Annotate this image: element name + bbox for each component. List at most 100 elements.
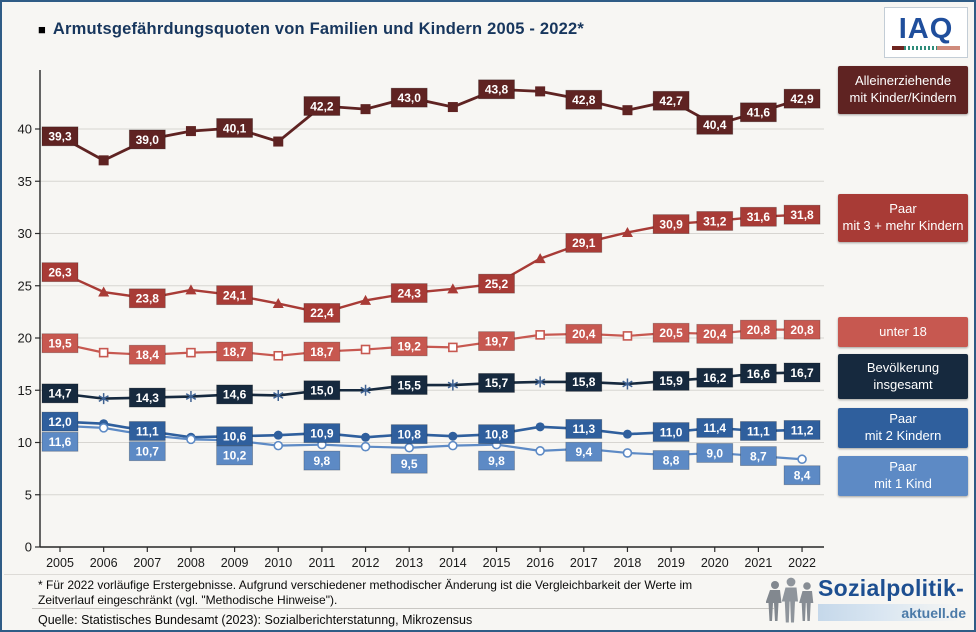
data-label-box (783, 204, 821, 225)
data-label-box (216, 341, 254, 362)
data-label-box (740, 421, 777, 441)
series-alleinerziehende (55, 84, 808, 166)
data-label-box (652, 322, 690, 343)
legend-label: Bevölkerung (866, 359, 940, 375)
data-label-box (652, 450, 690, 470)
data-label-box (478, 373, 515, 393)
series-labels-paar-2-kinder: 12,0 11,1 10,6 10,9 10,8 10,8 11,3 11,0 11,4 11,1… (41, 411, 821, 447)
series-unter-18 (55, 324, 807, 361)
data-label: 42,7 (659, 94, 683, 108)
data-label-box (478, 273, 515, 294)
data-label-box (740, 363, 777, 384)
data-label-box (783, 88, 821, 109)
data-label: 20,8 (790, 323, 814, 337)
data-label-box (652, 214, 690, 234)
data-label: 16,7 (790, 366, 814, 380)
x-tick-label: 2007 (133, 556, 161, 570)
data-label: 31,2 (703, 214, 727, 228)
data-label: 11,3 (572, 422, 595, 436)
data-point-marker (360, 104, 371, 115)
data-label: 9,8 (314, 454, 331, 468)
data-label-box (41, 333, 79, 354)
data-label: 42,8 (572, 93, 596, 107)
data-label: 19,5 (48, 337, 72, 351)
data-label-box (128, 288, 166, 309)
data-label-box (128, 129, 166, 150)
data-label-box (216, 285, 254, 306)
data-label: 31,6 (747, 210, 771, 224)
data-label-box (565, 371, 603, 392)
data-point-marker (98, 347, 109, 358)
header: ■ Armutsgefährdungsquoten von Familien u… (38, 20, 584, 39)
data-label: 11,4 (703, 421, 726, 435)
brand-strip: aktuell.de (818, 604, 968, 621)
data-point-marker (404, 442, 415, 453)
legend-label: mit Kinder/Kindern (849, 90, 957, 105)
data-label-box (740, 102, 777, 123)
data-label-box (128, 387, 166, 408)
data-label-box (41, 383, 79, 404)
data-label-box (303, 423, 341, 443)
series-line-unter-18 (59, 328, 803, 357)
legend-paar-3-mehr-kinder: Paar mit 3 + mehr Kindern (838, 194, 968, 242)
data-label: 40,1 (223, 121, 247, 135)
legend-paar-2-kinder: Paar mit 2 Kindern (838, 408, 968, 448)
legend-label: mit 1 Kind (874, 476, 932, 491)
data-label-box (478, 424, 515, 445)
x-tick-label: 2008 (177, 556, 205, 570)
data-label: 24,1 (223, 288, 247, 302)
data-label-box (41, 126, 79, 147)
y-tick-label: 30 (18, 226, 32, 241)
data-label: 24,3 (398, 286, 422, 300)
data-label: 29,1 (572, 236, 596, 250)
y-tick-label: 15 (18, 383, 32, 398)
data-label-box (696, 114, 734, 135)
x-tick-label: 2015 (483, 556, 511, 570)
legend-label: insgesamt (873, 376, 933, 392)
x-tick-label: 2019 (657, 556, 685, 570)
iaq-logo-text: IAQ (898, 12, 954, 45)
y-tick-label: 20 (18, 331, 32, 346)
data-point-marker (360, 294, 372, 305)
series-paar-3-mehr-kinder (54, 209, 808, 318)
data-label-box (478, 331, 515, 352)
data-label-box (390, 87, 428, 108)
data-label: 8,4 (794, 469, 811, 483)
legend-unter-18: unter 18 (838, 317, 968, 347)
series-labels-paar-3-mehr-kinder: 26,3 23,8 24,1 22,4 24,3 25,2 29,1 30,9 31,2 31,6… (41, 204, 821, 323)
data-label: 30,9 (659, 217, 683, 231)
legend-label: Paar (889, 411, 917, 427)
data-label: 10,6 (223, 430, 247, 444)
data-label-box (565, 419, 603, 439)
brand-name: Sozialpolitik- (818, 575, 965, 601)
data-label-box (783, 362, 821, 383)
data-label-box (696, 367, 734, 388)
data-point-marker (622, 448, 633, 458)
data-label: 20,4 (703, 327, 727, 341)
data-point-marker (361, 432, 371, 442)
data-label: 26,3 (48, 265, 72, 279)
data-label: 42,2 (310, 99, 334, 113)
data-label-box (740, 206, 777, 227)
data-label-box (303, 450, 341, 471)
data-label-box (390, 336, 428, 357)
data-point-marker (448, 440, 458, 451)
data-label: 18,7 (310, 345, 334, 359)
data-point-marker (98, 155, 109, 166)
x-tick-label: 2014 (439, 556, 467, 570)
data-label: 42,9 (790, 92, 814, 106)
legend-alleinerziehende: Alleinerziehende mit Kinder/Kindern (838, 66, 968, 114)
data-label: 11,1 (747, 424, 770, 438)
data-label-box (783, 420, 821, 440)
data-point-marker (360, 386, 371, 394)
data-point-marker (273, 440, 284, 451)
data-label-box (478, 450, 515, 471)
axes: 0 5 10 15 20 25 30 35 40 2005 2006 2007 2008 2009 2010… (18, 70, 824, 570)
data-label: 14,6 (223, 388, 247, 402)
data-label: 8,8 (663, 453, 680, 467)
x-tick-label: 2010 (264, 556, 292, 570)
x-tick-label: 2020 (701, 556, 729, 570)
data-label-box (478, 79, 515, 100)
data-point-marker (185, 393, 197, 400)
data-label-box (565, 89, 603, 110)
